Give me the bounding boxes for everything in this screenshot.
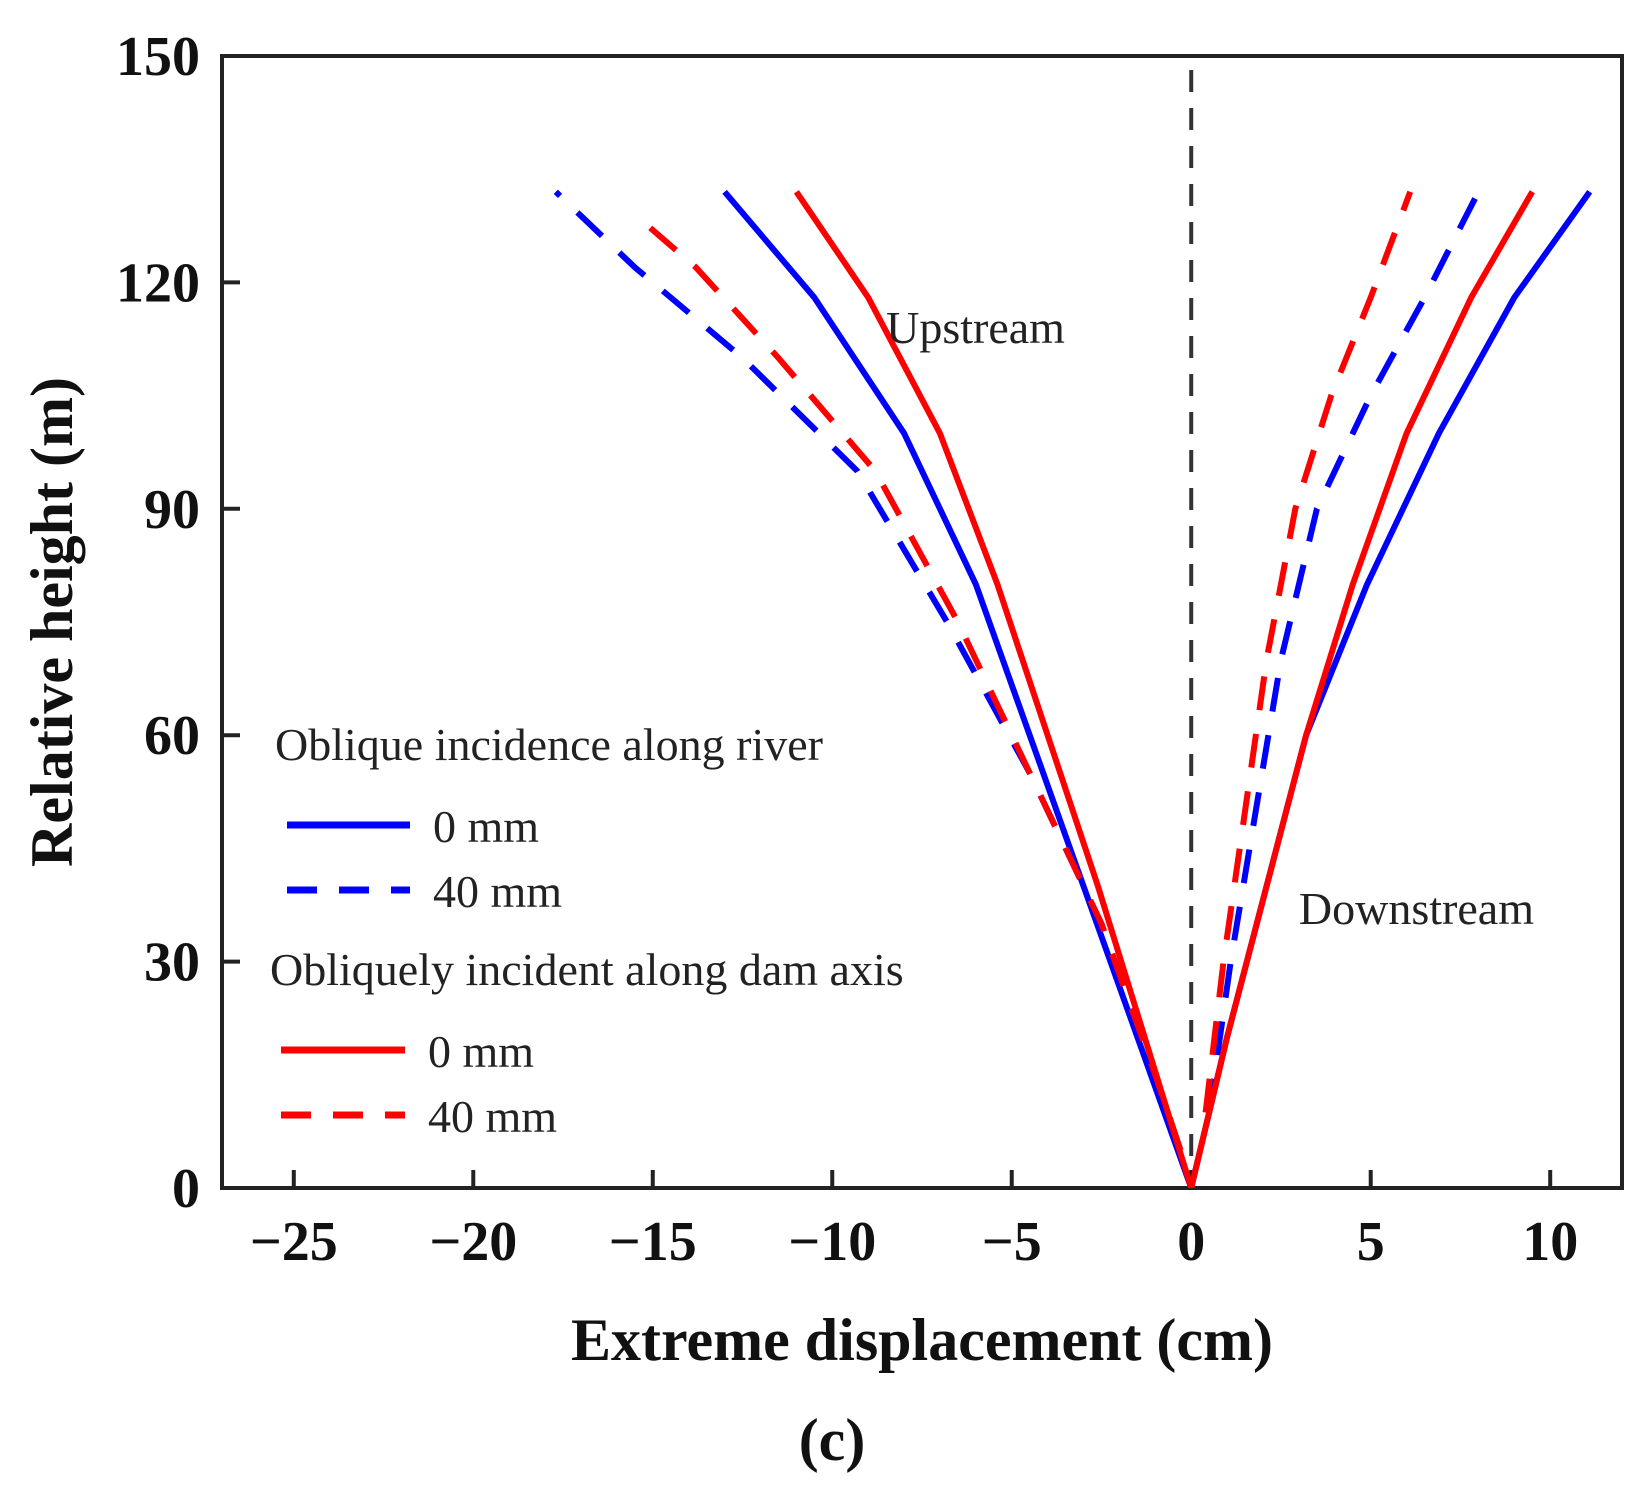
annotation-downstream: Downstream — [1299, 883, 1534, 934]
legend-label-dam-axis-40mm: 40 mm — [428, 1091, 557, 1142]
legend-group-title-dam-axis: Obliquely incident along dam axis — [270, 944, 904, 995]
x-tick-label: −5 — [982, 1211, 1042, 1273]
series-line-1 — [722, 189, 1195, 1188]
y-tick-label: 30 — [144, 932, 200, 994]
series-line-6 — [1188, 190, 1535, 1188]
x-tick-label: −20 — [429, 1211, 517, 1273]
series-line-8 — [1202, 190, 1414, 1113]
legend-label-river-0mm: 0 mm — [433, 801, 539, 852]
series-line-7 — [632, 212, 1184, 1152]
y-tick-label: 90 — [144, 479, 200, 541]
series-line-2 — [1188, 190, 1593, 1188]
legend-label-dam-axis-0mm: 0 mm — [428, 1026, 534, 1077]
series-line-4 — [1206, 190, 1482, 1113]
y-tick-label: 0 — [172, 1158, 200, 1220]
figure-caption: (c) — [799, 1407, 866, 1473]
y-tick-label: 120 — [116, 252, 200, 314]
x-tick-label: 10 — [1522, 1211, 1578, 1273]
x-tick-label: −10 — [788, 1211, 876, 1273]
legend-group-title-river: Oblique incidence along river — [275, 719, 823, 770]
x-tick-label: 5 — [1357, 1211, 1385, 1273]
plot-frame — [220, 54, 1624, 1190]
series-line-5 — [793, 190, 1195, 1188]
y-tick-label: 60 — [144, 705, 200, 767]
x-tick-label: 0 — [1177, 1211, 1205, 1273]
x-tick-label: −15 — [609, 1211, 697, 1273]
legend-label-river-40mm: 40 mm — [433, 866, 562, 917]
y-axis-title: Relative height (m) — [19, 377, 85, 867]
legend: Oblique incidence along river 0 mm 40 mm… — [270, 719, 904, 1142]
x-tick-label: −25 — [250, 1211, 338, 1273]
y-tick-label: 150 — [116, 26, 200, 88]
series-line-3 — [553, 189, 1184, 1152]
annotation-upstream: Upstream — [886, 302, 1065, 353]
x-axis-title: Extreme displacement (cm) — [571, 1307, 1273, 1373]
